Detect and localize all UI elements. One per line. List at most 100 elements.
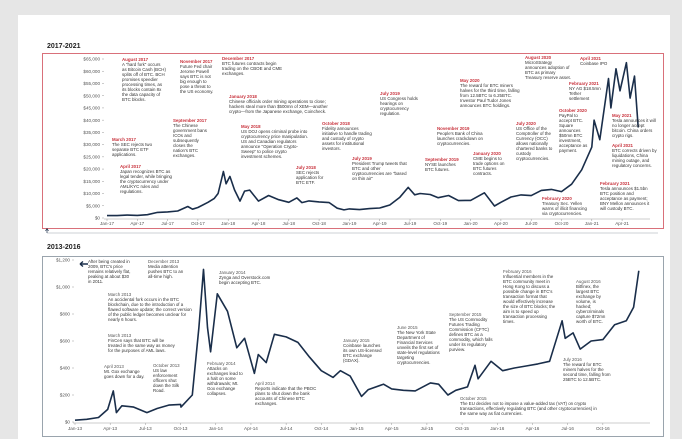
annotation-date: November 2019: [437, 126, 470, 131]
annotation-text: Future Fed chair Jerome Powell says BTC …: [180, 64, 214, 94]
annotation-date: September 2019: [425, 157, 459, 162]
annotation-date: February 2014: [207, 361, 236, 366]
y-tick-label: $800: [60, 312, 71, 317]
annotation: May 2021 Tesla announces it will no longe…: [612, 113, 658, 138]
annotation: August 2016 Bitfinex, the largest BTC exc…: [576, 279, 612, 324]
annotation-date: February 2021: [569, 81, 599, 86]
annotation: September 2019 NYSE launches BTC futures.: [425, 157, 459, 172]
annotation: October 2015 The EU decides not to impose…: [460, 396, 600, 416]
x-tick-label: Apr-14: [244, 426, 258, 431]
y-tick-label: $5,000: [86, 203, 100, 208]
y-tick-label: $35,000: [83, 130, 100, 135]
annotation: July 2019 President Trump tweets that BTC…: [352, 156, 408, 181]
annotation-date: April 2021: [580, 56, 601, 61]
annotation-text: Treasury Sec. Yellen warns of illicit fi…: [542, 201, 587, 216]
annotation: May 2020 The reward for BTC miners halves…: [460, 78, 520, 108]
annotation: January 2018 Chinese officials order mini…: [229, 94, 333, 114]
annotation: January 2014 Zynga and Overstock.com begi…: [219, 270, 275, 285]
y-tick-label: $10,000: [83, 191, 100, 196]
annotation: October 2013 US law enforcement officers …: [153, 363, 187, 393]
x-tick-label: Jan-14: [209, 426, 223, 431]
annotation-date: April 2021: [612, 143, 633, 148]
annotation-text: Mt. Gox exchange goes down for a day.: [104, 369, 145, 379]
y-tick-label: $20,000: [83, 167, 100, 172]
x-tick-label: Jan-21: [585, 221, 599, 226]
x-tick-label: Jul-19: [404, 221, 417, 226]
chart-panel-2013-2016: [42, 256, 664, 437]
annotation-text: NYSE launches BTC futures.: [425, 162, 456, 172]
y-tick-label: $50,000: [83, 93, 100, 98]
annotation-date: May 2020: [460, 78, 480, 83]
annotation-date: October 2013: [153, 363, 180, 368]
x-tick-label: Oct-17: [191, 221, 205, 226]
annotation-text: SEC rejects application for BTC ETF.: [296, 170, 324, 185]
annotation: April 2013 Mt. Gox exchange goes down for…: [104, 364, 148, 379]
annotation-date: August 2020: [525, 55, 552, 60]
annotation-text: US Office of the Comptroller of the Curr…: [516, 126, 553, 161]
infographic-card: [18, 15, 670, 439]
btc-price-line: [107, 61, 639, 217]
x-tick-label: Jan-18: [221, 221, 235, 226]
x-tick-label: Apr-13: [103, 426, 117, 431]
annotation: August 2017 A "hard fork" occurs as Bitco…: [122, 57, 166, 102]
annotation: February 2021 NY AG $18.5mn Tether settle…: [569, 81, 601, 101]
x-tick-label: Oct-14: [314, 426, 328, 431]
x-tick-label: Apr-18: [252, 221, 266, 226]
annotation: October 2020 PayPal to accept BTC. Square…: [559, 108, 591, 153]
annotation-text: BTC corrects driven by liquidations, Chi…: [612, 148, 657, 168]
annotation-text: After being created in 2009, BTC's price…: [88, 259, 131, 284]
annotation-text: The reward for BTC miners halves for the…: [460, 83, 520, 108]
y-tick-label: $600: [60, 339, 71, 344]
x-tick-label: Jul-17: [161, 221, 174, 226]
annotation-date: July 2020: [516, 121, 536, 126]
y-tick-label: $30,000: [83, 142, 100, 147]
annotation: December 2017 BTC futures contracts begin…: [222, 56, 286, 76]
x-tick-label: Jan-13: [68, 426, 82, 431]
x-tick-label: Oct-15: [455, 426, 469, 431]
annotation-date: July 2019: [352, 156, 372, 161]
y-tick-label: $25,000: [83, 154, 100, 159]
annotation: July 2016 The reward for BTC miners halve…: [563, 357, 611, 382]
annotation-date: October 2020: [559, 108, 587, 113]
annotation-date: January 2018: [229, 94, 257, 99]
annotation-text: An accidental fork occurs in the BTC blo…: [108, 297, 192, 322]
annotation-text: NY AG $18.5mn Tether settlement: [569, 86, 601, 101]
annotation-date: September 2017: [173, 118, 207, 123]
x-tick-label: Apr-15: [385, 426, 399, 431]
annotation-text: The SEC rejects two separate BTC ETF app…: [112, 142, 153, 157]
chart-panel-2017-2021: [42, 53, 664, 229]
y-tick-label: $60,000: [83, 69, 100, 74]
annotation: November 2017 Future Fed chair Jerome Pow…: [180, 59, 216, 94]
annotation: January 2020 CME begins to trade options …: [473, 151, 509, 176]
annotation: November 2019 People's Bank of China laun…: [437, 126, 489, 146]
annotation-text: The reward for BTC miners halves for the…: [563, 362, 611, 382]
annotation-text: Fidelity announces initiative to handle …: [322, 126, 372, 151]
y-tick-label: $55,000: [83, 81, 100, 86]
y-tick-label: $200: [60, 393, 71, 398]
annotation-date: September 2015: [449, 312, 482, 317]
y-tick-label: $0: [65, 420, 71, 425]
annotation-date: February 2016: [503, 269, 532, 274]
annotation-text: Coinbase launches its own US-licensed BT…: [343, 343, 382, 363]
annotation: February 2020 Treasury Sec. Yellen warns …: [542, 196, 592, 216]
x-tick-label: Oct-20: [555, 221, 569, 226]
annotation-date: July 2016: [563, 357, 582, 362]
annotation: March 2013 FinCen says that BTC will be t…: [108, 333, 178, 353]
x-tick-label: Jan-16: [490, 426, 504, 431]
annotation-date: October 2018: [322, 121, 350, 126]
annotation-date: May 2021: [612, 113, 632, 118]
annotation: March 2013 An accidental fork occurs in t…: [108, 292, 192, 322]
annotation-text: Reports indicate that the PBOC plans to …: [255, 386, 317, 406]
annotation-date: May 2018: [241, 124, 261, 129]
annotation-date: April 2017: [120, 164, 141, 169]
annotation: March 2017 The SEC rejects two separate B…: [112, 137, 160, 157]
section-title-2017-2021: 2017-2021: [47, 43, 81, 50]
annotation-text: Bitfinex, the largest BTC exchange by vo…: [576, 284, 606, 324]
x-tick-label: Oct-19: [433, 221, 447, 226]
annotation-text: The New York State Department of Financi…: [397, 330, 440, 365]
annotation-text: Attacks on exchanges lead to a halt on s…: [207, 366, 243, 396]
x-tick-label: Jul-16: [561, 426, 574, 431]
annotation-text: Media attention pushes BTC to an all-tim…: [148, 264, 184, 279]
annotation-date: March 2013: [108, 333, 132, 338]
